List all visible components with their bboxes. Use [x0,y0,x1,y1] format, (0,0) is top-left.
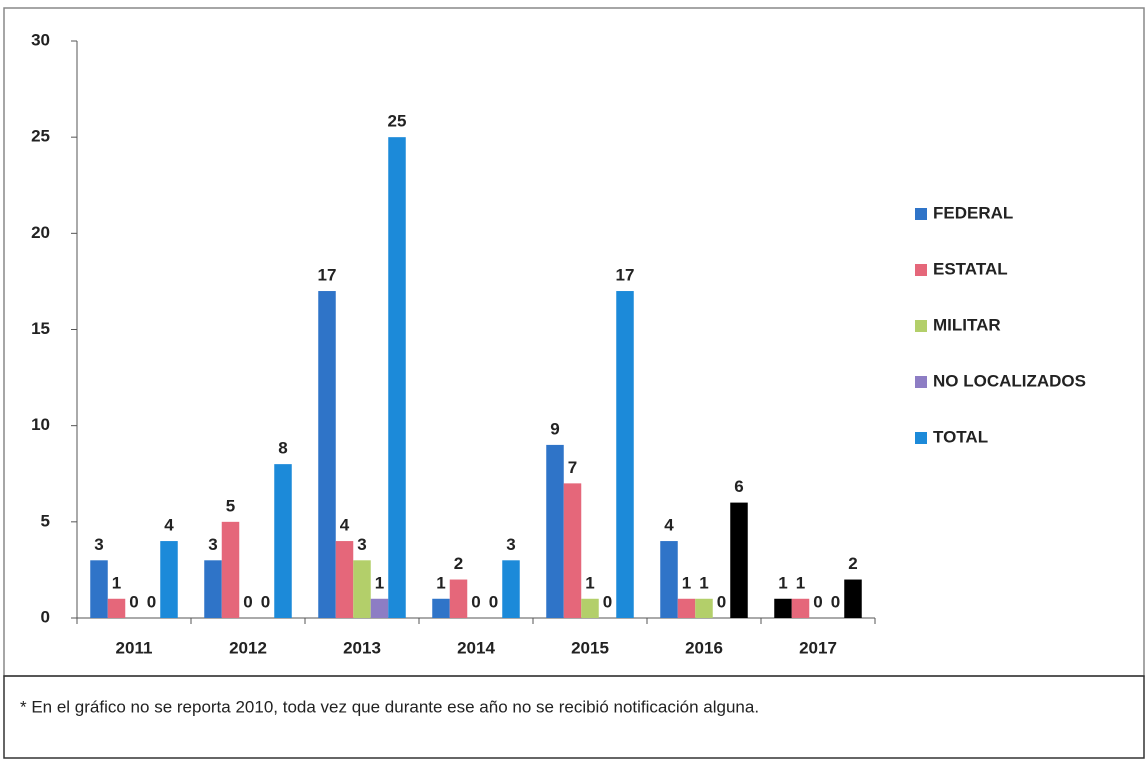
legend-label: TOTAL [933,427,988,446]
data-label: 4 [664,516,674,535]
x-tick-label: 2016 [685,638,723,657]
y-tick-label: 15 [31,319,50,338]
x-tick-label: 2017 [799,638,837,657]
bar [546,444,564,618]
data-label: 2 [454,554,463,573]
data-label: 25 [388,112,407,131]
bar [90,560,108,618]
bar [774,598,792,618]
bar [432,598,450,618]
y-tick-label: 10 [31,415,50,434]
data-label: 2 [848,554,857,573]
data-label: 0 [129,592,138,611]
y-tick-label: 25 [31,127,50,146]
y-tick-label: 20 [31,223,50,242]
legend-label: FEDERAL [933,203,1013,222]
bar [677,598,696,618]
data-label: 1 [699,573,708,592]
data-label: 8 [278,439,287,458]
bar [107,598,126,618]
x-tick-label: 2012 [229,638,267,657]
bar [695,598,713,618]
data-label: 1 [682,573,691,592]
x-tick-label: 2015 [571,638,609,657]
data-label: 1 [585,573,594,592]
bar [388,137,406,618]
data-label: 4 [164,516,174,535]
data-label: 7 [568,458,577,477]
data-label: 0 [147,592,156,611]
data-label: 1 [375,573,384,592]
legend-swatch [915,376,927,388]
bar [335,541,354,618]
bar [563,483,582,618]
bar [221,521,240,618]
data-label: 1 [796,573,805,592]
bar [502,560,520,618]
y-tick-label: 0 [41,607,50,626]
legend-label: ESTATAL [933,259,1008,278]
data-label: 17 [616,266,635,285]
legend-label: NO LOCALIZADOS [933,371,1086,390]
data-label: 3 [506,535,515,554]
data-label: 6 [734,477,743,496]
data-label: 0 [717,592,726,611]
bar [844,579,862,618]
data-label: 3 [94,535,103,554]
legend-swatch [915,320,927,332]
bar [660,541,678,618]
data-label: 3 [208,535,217,554]
data-label: 5 [226,496,235,515]
bar [581,598,599,618]
y-tick-label: 30 [31,30,50,49]
bar [616,291,634,618]
x-tick-label: 2014 [457,638,495,657]
legend-swatch [915,432,927,444]
y-tick-label: 5 [41,511,50,530]
footnote: * En el gráfico no se reporta 2010, toda… [20,697,759,716]
legend-label: MILITAR [933,315,1001,334]
x-tick-label: 2011 [116,638,153,657]
bar [791,598,810,618]
data-label: 17 [318,266,337,285]
bar [353,560,371,618]
data-label: 0 [489,592,498,611]
bar [318,291,336,618]
data-label: 3 [357,535,366,554]
legend-swatch [915,264,927,276]
x-tick-label: 2013 [343,638,381,657]
footnote-frame [3,675,1145,759]
data-label: 0 [831,592,840,611]
data-label: 1 [436,573,445,592]
bar [274,464,292,618]
bar [204,560,222,618]
bar [370,598,389,618]
data-label: 0 [603,592,612,611]
data-label: 1 [112,573,121,592]
data-label: 0 [813,592,822,611]
bar [160,541,178,618]
bar [730,502,748,618]
legend-swatch [915,208,927,220]
data-label: 4 [340,516,350,535]
data-label: 0 [261,592,270,611]
data-label: 9 [550,419,559,438]
data-label: 1 [778,573,787,592]
data-label: 0 [243,592,252,611]
bar [449,579,468,618]
data-label: 0 [471,592,480,611]
